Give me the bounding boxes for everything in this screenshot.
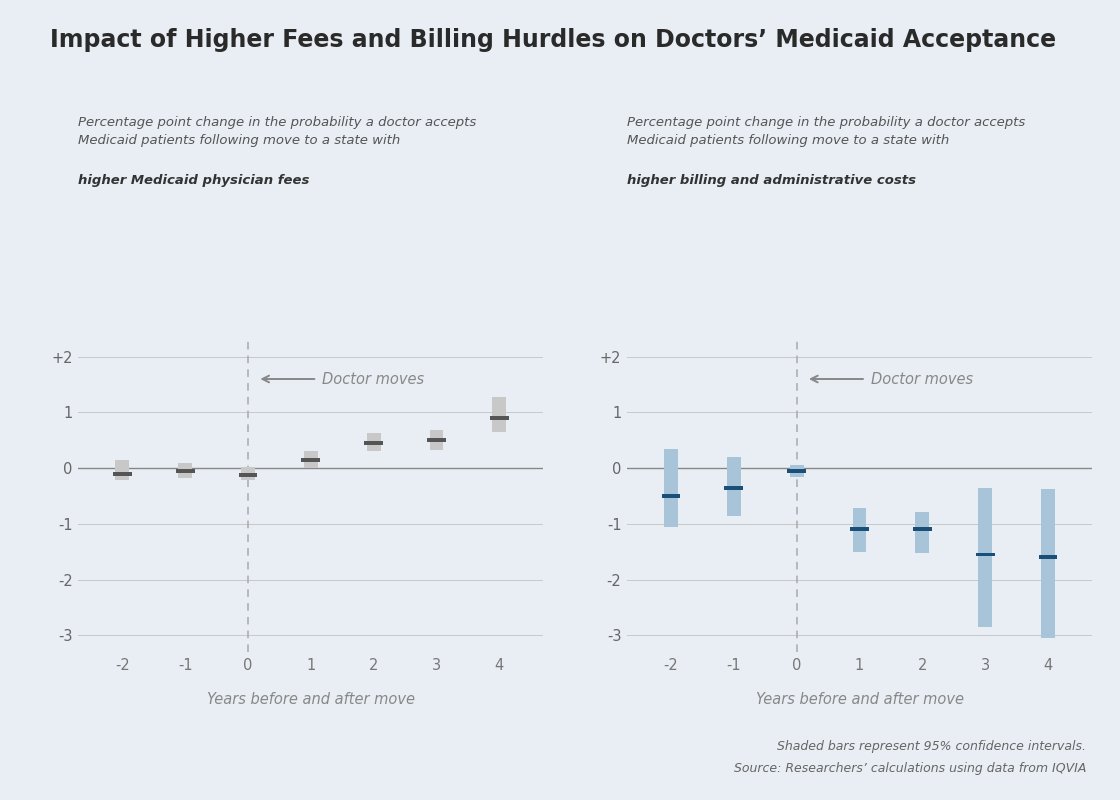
Text: Years before and after move: Years before and after move (756, 692, 963, 707)
Bar (301, 458, 320, 462)
Bar (113, 472, 132, 476)
Bar (176, 469, 195, 473)
Bar (364, 441, 383, 445)
Bar (850, 527, 869, 531)
Text: Percentage point change in the probability a doctor accepts
Medicaid patients fo: Percentage point change in the probabili… (627, 116, 1025, 147)
Bar (790, 466, 804, 477)
Bar (489, 416, 508, 420)
Bar (976, 553, 995, 557)
Text: Source: Researchers’ calculations using data from IQVIA: Source: Researchers’ calculations using … (734, 762, 1086, 775)
Bar (662, 494, 681, 498)
Bar (366, 433, 381, 451)
Text: Shaded bars represent 95% confidence intervals.: Shaded bars represent 95% confidence int… (777, 740, 1086, 753)
Bar (913, 527, 932, 531)
Text: Doctor moves: Doctor moves (323, 371, 424, 386)
Bar (1042, 490, 1055, 638)
Bar (304, 451, 318, 467)
Text: Doctor moves: Doctor moves (871, 371, 973, 386)
Bar (427, 438, 446, 442)
Bar (115, 460, 129, 480)
Bar (664, 449, 678, 526)
Bar (852, 508, 867, 552)
Bar (915, 512, 930, 553)
Text: higher billing and administrative costs: higher billing and administrative costs (627, 174, 916, 186)
Bar (727, 457, 740, 515)
Bar (239, 473, 258, 477)
Text: Years before and after move: Years before and after move (207, 692, 414, 707)
Bar (430, 430, 444, 450)
Text: higher Medicaid physician fees: higher Medicaid physician fees (78, 174, 310, 186)
Bar (725, 486, 744, 490)
Bar (1038, 555, 1057, 559)
Text: Percentage point change in the probability a doctor accepts
Medicaid patients fo: Percentage point change in the probabili… (78, 116, 477, 147)
Bar (241, 467, 255, 480)
Bar (493, 397, 506, 432)
Text: Impact of Higher Fees and Billing Hurdles on Doctors’ Medicaid Acceptance: Impact of Higher Fees and Billing Hurdle… (50, 28, 1056, 52)
Bar (978, 488, 992, 627)
Bar (178, 462, 193, 478)
Bar (787, 469, 806, 473)
